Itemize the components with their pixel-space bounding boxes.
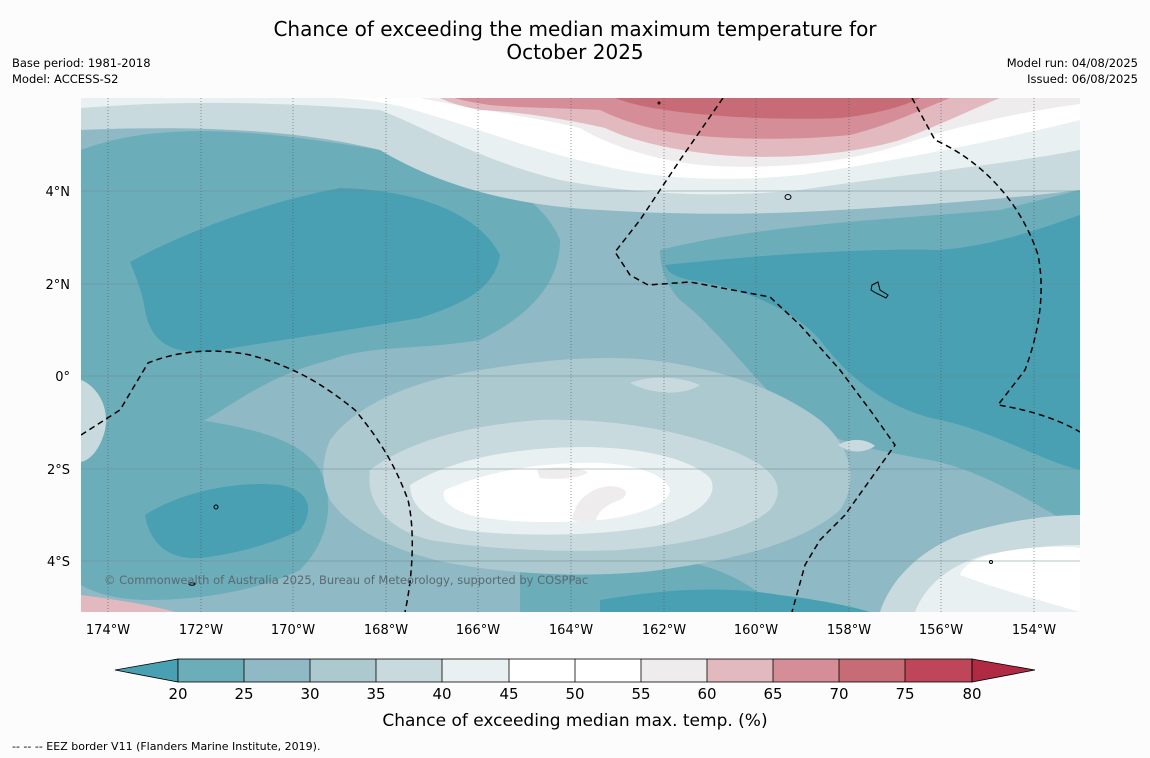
colorbar-bin-45-50: [509, 659, 575, 682]
eez-border-east: [911, 98, 1080, 433]
colorbar-bin-60-65: [707, 659, 773, 682]
lat-tick-labels: 4°N 2°N 0° 2°S 4°S: [46, 185, 71, 570]
colorbar: 20 25 30 35 40 45 50 55 60 65 70 75 80 C…: [114, 658, 1036, 731]
colorbar-tick-75: 75: [895, 685, 914, 703]
lon-tick-166w: 166°W: [456, 623, 500, 638]
colorbar-bin-50-55: [575, 659, 641, 682]
colorbar-dividers: [243, 659, 906, 682]
island-4: [188, 582, 196, 586]
lon-tick-154w: 154°W: [1012, 623, 1056, 638]
lon-tick-160w: 160°W: [734, 623, 778, 638]
lat-tick-0: 0°: [55, 370, 70, 385]
colorbar-tick-80: 80: [962, 685, 981, 703]
field-below-20-southwest: [145, 484, 309, 559]
colorbar-low-arrow: [114, 658, 179, 683]
colorbar-bin-35-40: [376, 659, 442, 682]
colorbar-label: Chance of exceeding median max. temp. (%…: [382, 711, 767, 731]
title-line-2: October 2025: [506, 40, 644, 64]
map-title: Chance of exceeding the median maximum t…: [0, 18, 1150, 64]
lon-tick-168w: 168°W: [364, 623, 408, 638]
islands: [188, 101, 993, 586]
lon-tick-172w: 172°W: [179, 623, 223, 638]
colorbar-tick-20: 20: [168, 685, 187, 703]
colorbar-tick-70: 70: [829, 685, 848, 703]
lat-tick-2n: 2°N: [46, 278, 71, 293]
colorbar-tick-40: 40: [432, 685, 451, 703]
field-band-70-75-north: [615, 98, 920, 119]
latitude-lines: [81, 190, 1080, 562]
colorbar-tick-50: 50: [565, 685, 584, 703]
island-5: [989, 560, 993, 564]
model-text: Model: ACCESS-S2: [12, 72, 119, 86]
lon-tick-labels: 174°W 172°W 170°W 168°W 166°W 164°W 162°…: [86, 623, 1056, 638]
colorbar-tick-labels: 20 25 30 35 40 45 50 55 60 65 70 75 80: [168, 685, 981, 703]
lon-tick-156w: 156°W: [919, 623, 963, 638]
field-below-20-east: [665, 215, 1080, 470]
colorbar-tick-30: 30: [300, 685, 319, 703]
lon-tick-164w: 164°W: [549, 623, 593, 638]
eez-legend-note: -- -- -- EEZ border V11 (Flanders Marine…: [12, 740, 321, 753]
field-below-20-south: [600, 589, 870, 612]
colorbar-bin-70-75: [839, 659, 905, 682]
colorbar-tick-60: 60: [697, 685, 716, 703]
map-copyright: © Commonwealth of Australia 2025, Bureau…: [104, 573, 588, 587]
title-line-1: Chance of exceeding the median maximum t…: [273, 17, 877, 41]
island-1: [784, 194, 792, 200]
colorbar-tick-25: 25: [234, 685, 253, 703]
issued-text: Issued: 06/08/2025: [1027, 72, 1138, 86]
field-below-20-north: [130, 188, 500, 352]
field-patch-2: [838, 439, 875, 452]
island-6: [657, 101, 661, 105]
lon-tick-170w: 170°W: [271, 623, 315, 638]
lon-tick-174w: 174°W: [86, 623, 130, 638]
eez-border-north: [614, 98, 896, 612]
base-period-text: Base period: 1981-2018: [12, 56, 151, 70]
colorbar-bin-25-30: [244, 659, 310, 682]
colorbar-tick-35: 35: [366, 685, 385, 703]
field-band-55-60-center-a: [537, 467, 588, 479]
field-band-45-50-center: [443, 462, 670, 523]
lat-tick-2s: 2°S: [47, 463, 70, 478]
colorbar-bin-65-70: [773, 659, 839, 682]
meta-right: Model run: 04/08/2025 Issued: 06/08/2025: [1007, 55, 1138, 87]
colorbar-bin-40-45: [442, 659, 509, 682]
eez-border-west: [81, 350, 413, 612]
temperature-field: [81, 98, 1080, 612]
colorbar-bin-75-80: [905, 659, 972, 682]
field-band-55-60-center-b: [572, 486, 627, 522]
field-patch-1: [630, 377, 700, 393]
island-3: [213, 504, 219, 510]
colorbar-tick-55: 55: [631, 685, 650, 703]
colorbar-high-arrow: [971, 658, 1036, 683]
eez-borders: [81, 98, 1080, 612]
lat-tick-4n: 4°N: [46, 185, 71, 200]
colorbar-bin-55-60: [641, 659, 707, 682]
colorbar-bin-30-35: [310, 659, 376, 682]
model-run-text: Model run: 04/08/2025: [1006, 56, 1138, 70]
lon-tick-158w: 158°W: [827, 623, 871, 638]
colorbar-tick-65: 65: [763, 685, 782, 703]
meta-left: Base period: 1981-2018 Model: ACCESS-S2: [12, 55, 151, 87]
island-2: [870, 281, 889, 299]
field-band-60-65-southwest: [81, 595, 175, 612]
colorbar-tick-45: 45: [499, 685, 518, 703]
lon-tick-162w: 162°W: [642, 623, 686, 638]
lat-tick-4s: 4°S: [47, 555, 70, 570]
field-band-west-edge: [81, 380, 106, 462]
colorbar-bin-20-25: [178, 659, 244, 682]
